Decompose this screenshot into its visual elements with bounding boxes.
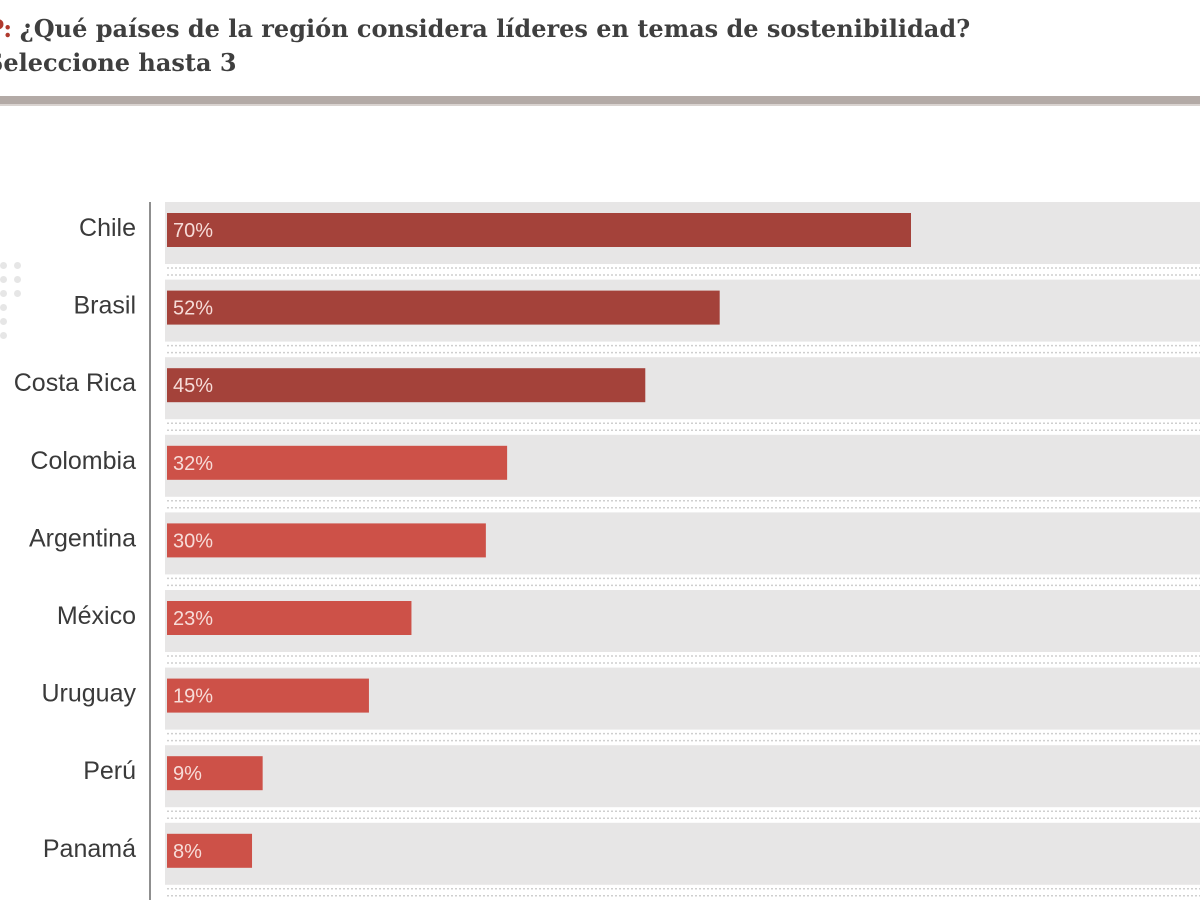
decorative-dot bbox=[0, 276, 7, 283]
decorative-dot bbox=[0, 332, 7, 339]
bar-value-label: 45% bbox=[173, 375, 213, 397]
bar-colombia bbox=[167, 445, 508, 480]
row-band bbox=[165, 822, 1200, 885]
bar-value-label: 70% bbox=[173, 220, 213, 242]
header-divider bbox=[0, 96, 1200, 106]
bar-uruguay bbox=[167, 678, 369, 713]
bar-brasil bbox=[167, 290, 720, 325]
category-label: Costa Rica bbox=[14, 369, 136, 397]
decorative-dot bbox=[14, 290, 21, 297]
category-label: Chile bbox=[79, 214, 136, 242]
question-prefix: P: bbox=[0, 14, 13, 43]
decorative-dot bbox=[14, 262, 21, 269]
bar-costa-rica bbox=[167, 368, 646, 403]
bar-panam- bbox=[167, 833, 253, 868]
category-label: Colombia bbox=[30, 447, 136, 475]
bar-chile bbox=[167, 213, 911, 247]
decorative-dot bbox=[0, 318, 7, 325]
bar-value-label: 8% bbox=[173, 841, 202, 863]
decorative-dot bbox=[0, 290, 7, 297]
bar-value-label: 30% bbox=[173, 530, 213, 552]
category-label: Panamá bbox=[43, 835, 136, 863]
question-instruction: Seleccione hasta 3 bbox=[0, 48, 237, 77]
bar-value-label: 19% bbox=[173, 686, 213, 708]
bar-value-label: 9% bbox=[173, 763, 202, 785]
decorative-dot bbox=[14, 276, 21, 283]
question-header: P: ¿Qué países de la región considera lí… bbox=[0, 12, 1196, 80]
category-label: Argentina bbox=[29, 524, 136, 552]
category-label: Perú bbox=[83, 757, 136, 785]
category-label: México bbox=[57, 602, 136, 630]
category-label: Uruguay bbox=[42, 680, 137, 708]
bar-per- bbox=[167, 756, 263, 791]
bar-value-label: 52% bbox=[173, 298, 213, 320]
category-label: Brasil bbox=[73, 292, 136, 320]
bar-argentina bbox=[167, 523, 486, 558]
bar-value-label: 23% bbox=[173, 608, 213, 630]
question-line: P: ¿Qué países de la región considera lí… bbox=[0, 12, 1196, 46]
bar-value-label: 32% bbox=[173, 453, 213, 475]
bar-m-xico bbox=[167, 601, 412, 635]
row-band bbox=[165, 745, 1200, 808]
question-text: ¿Qué países de la región considera líder… bbox=[19, 14, 971, 43]
decorative-dot bbox=[0, 304, 7, 311]
decorative-dot bbox=[0, 262, 7, 269]
